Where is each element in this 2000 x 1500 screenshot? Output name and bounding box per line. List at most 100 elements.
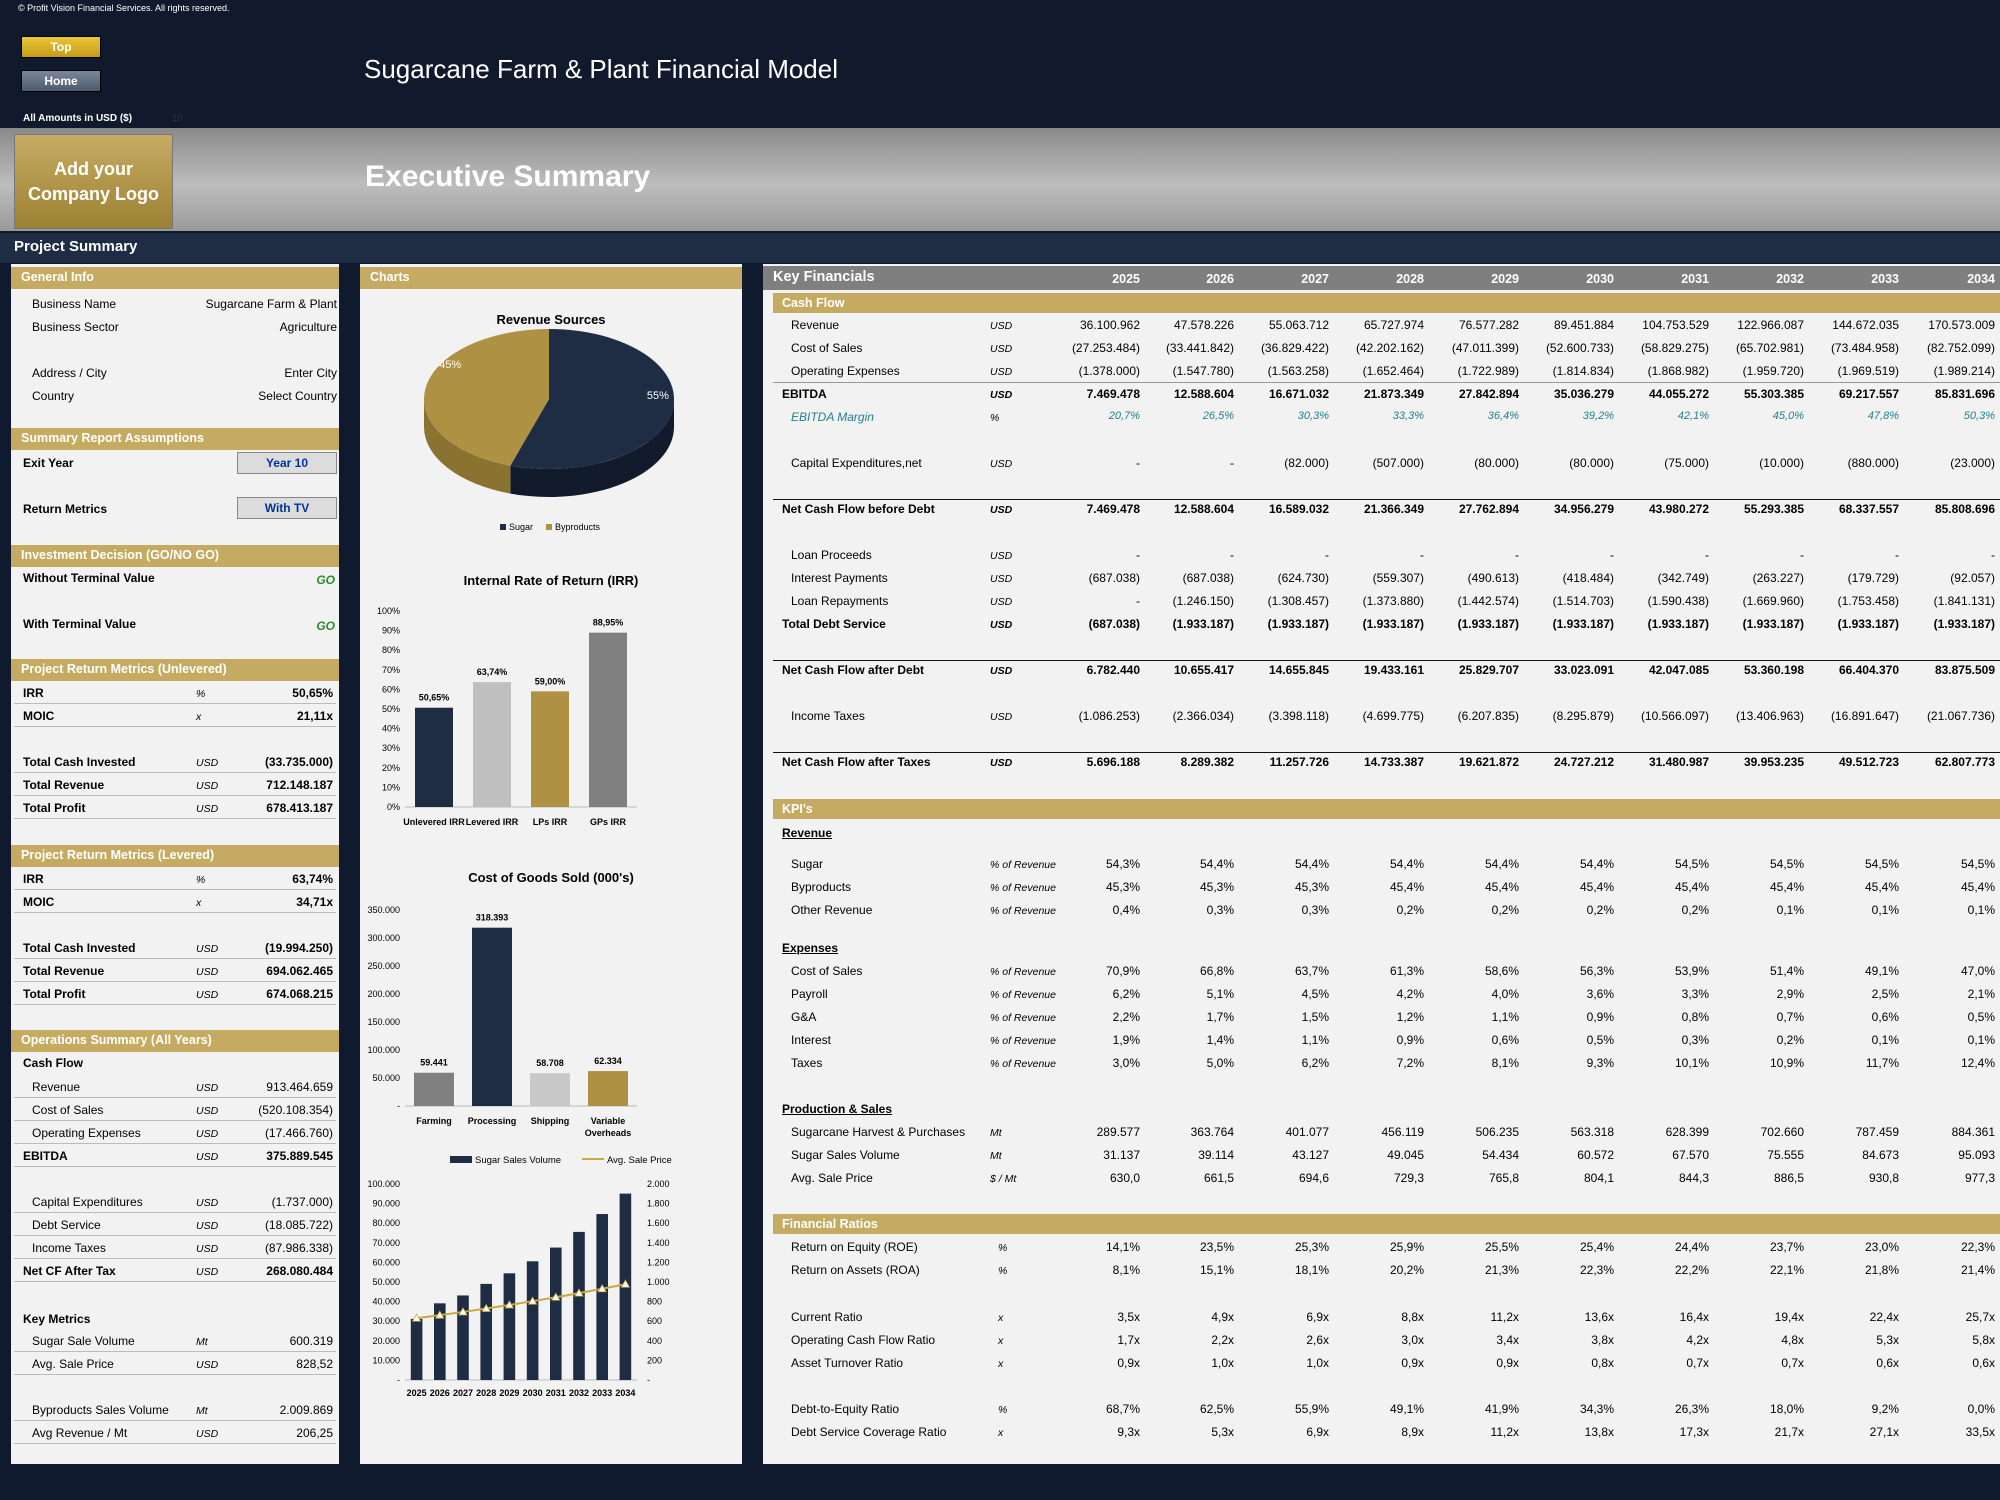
- operations-row-value: 375.889.545: [266, 1149, 333, 1163]
- year-header: 2033: [1871, 272, 1899, 286]
- volume-bar-2027: [457, 1295, 469, 1380]
- kf-cell: 0,7%: [1776, 1010, 1804, 1024]
- kf-cell: 0,7x: [1686, 1356, 1709, 1370]
- unlevered-row-unit: x: [196, 711, 202, 723]
- kf-cell: 25,5%: [1484, 1240, 1519, 1254]
- kf-cell: 56,3%: [1579, 964, 1614, 978]
- kf-cell: 4,5%: [1301, 987, 1329, 1001]
- kf-cell: (80.000): [1569, 456, 1614, 470]
- kf-cell: 6.782.440: [1086, 663, 1140, 677]
- cash-flow-band: Cash Flow: [773, 293, 2000, 313]
- kf-row-label: Net Cash Flow before Debt: [782, 502, 935, 516]
- y-tick-label: 40.000: [372, 1297, 400, 1307]
- kf-row-label: Return on Equity (ROE): [791, 1240, 918, 1254]
- top-button[interactable]: Top: [21, 36, 101, 58]
- operations-row-unit: USD: [196, 1197, 219, 1209]
- address-value[interactable]: Enter City: [284, 366, 337, 380]
- country-value[interactable]: Select Country: [258, 389, 337, 403]
- kf-total-line: [773, 752, 2000, 753]
- kf-row-unit: % of Revenue: [990, 1058, 1056, 1070]
- kf-cell: (1.373.880): [1362, 594, 1424, 608]
- exit-year-label: Exit Year: [23, 456, 74, 470]
- operations-row-label: Revenue: [32, 1080, 81, 1094]
- y2-tick-label: 2.000: [647, 1179, 670, 1189]
- key-metric-row-divider: [14, 1443, 336, 1444]
- kf-cell: 5,0%: [1206, 1056, 1234, 1070]
- charts-svg: 55% 45% Sugar Byproducts 0% 10% 20% 30% 40% 50% 60…: [367, 329, 674, 1398]
- kf-cell: (342.749): [1657, 571, 1709, 585]
- kf-cell: 62,5%: [1199, 1402, 1234, 1416]
- kf-cell: 39,2%: [1582, 410, 1614, 422]
- return-metrics-select[interactable]: With TV: [237, 497, 337, 519]
- y-tick-label: 60.000: [372, 1257, 400, 1267]
- project-summary-bar: Project Summary: [0, 233, 2000, 263]
- business-sector-value[interactable]: Agriculture: [279, 320, 337, 334]
- kf-cell: 68.337.557: [1838, 502, 1899, 516]
- kf-row-unit: USD: [990, 389, 1013, 401]
- operations-row-divider: [14, 1097, 336, 1098]
- financials-panel: [763, 264, 2000, 1464]
- pie-legend-label: Byproducts: [555, 522, 601, 532]
- kf-cell: 54,5%: [1769, 857, 1804, 871]
- avg-price-marker: [481, 1303, 491, 1312]
- kf-row-label: Loan Proceeds: [791, 548, 872, 562]
- kf-cell: (1.959.720): [1742, 364, 1804, 378]
- key-metric-row-label: Sugar Sale Volume: [32, 1334, 135, 1348]
- kf-cell: 47,8%: [1867, 410, 1899, 422]
- kf-cell: 0,1%: [1967, 1033, 1995, 1047]
- kf-cell: 12.588.604: [1173, 387, 1234, 401]
- kf-cell: (1.590.438): [1647, 594, 1709, 608]
- key-metric-row-label: Byproducts Sales Volume: [32, 1403, 169, 1417]
- levered-row-value: 34,71x: [296, 895, 333, 909]
- kf-cell: 54,4%: [1294, 857, 1329, 871]
- kf-cell: 51,4%: [1769, 964, 1804, 978]
- kf-row-unit: USD: [990, 665, 1013, 677]
- pie-slice-byproducts: [424, 329, 549, 466]
- kf-cell: 54,5%: [1864, 857, 1899, 871]
- kf-cell: 363.764: [1190, 1125, 1234, 1139]
- exit-year-select[interactable]: Year 10: [237, 452, 337, 474]
- kf-cell: 2,5%: [1871, 987, 1899, 1001]
- charts-header: Charts: [360, 267, 742, 289]
- kf-cell: 3,0x: [1401, 1333, 1424, 1347]
- operations-summary-header: Operations Summary (All Years): [11, 1030, 339, 1052]
- levered-row-divider: [14, 889, 336, 890]
- kf-row-label: Cost of Sales: [791, 341, 863, 355]
- operations-row-unit: USD: [196, 1082, 219, 1094]
- kf-cell: 0,0%: [1967, 1402, 1995, 1416]
- operations-row-value: (1.737.000): [271, 1195, 333, 1209]
- kf-row-label: Net Cash Flow after Debt: [782, 663, 925, 677]
- kf-cell: 8,1%: [1491, 1056, 1519, 1070]
- kf-cell: 49.512.723: [1838, 755, 1899, 769]
- unlevered-row-value: 712.148.187: [266, 778, 333, 792]
- kf-row-unit: USD: [990, 343, 1013, 355]
- kf-cell: 9,3x: [1117, 1425, 1140, 1439]
- kf-cell: 4,8x: [1781, 1333, 1804, 1347]
- kf-cell: 18,1%: [1294, 1263, 1329, 1277]
- kf-cell: (1.442.574): [1457, 594, 1519, 608]
- kf-cell: (418.484): [1562, 571, 1614, 585]
- kf-cell: 13,6x: [1584, 1310, 1614, 1324]
- kf-cell: 54,4%: [1389, 857, 1424, 871]
- year-header: 2030: [1586, 272, 1614, 286]
- without-tv-decision: GO: [316, 573, 335, 587]
- kf-cell: 45,4%: [1389, 880, 1424, 894]
- year-header: 2028: [1396, 272, 1424, 286]
- kf-cell: 55,9%: [1294, 1402, 1329, 1416]
- kf-cell: 5.696.188: [1086, 755, 1140, 769]
- kf-cell: (1.308.457): [1267, 594, 1329, 608]
- kf-row-unit: % of Revenue: [990, 989, 1056, 1001]
- company-logo-placeholder[interactable]: Add your Company Logo: [14, 134, 173, 229]
- home-button[interactable]: Home: [21, 70, 101, 92]
- business-name-value[interactable]: Sugarcane Farm & Plant: [205, 297, 337, 311]
- kf-cell: (47.011.399): [1451, 341, 1519, 355]
- kf-cell: 54,4%: [1199, 857, 1234, 871]
- kf-row-unit: USD: [990, 619, 1013, 631]
- bar-data-label: 59,00%: [535, 676, 566, 686]
- avg-price-marker: [620, 1279, 631, 1288]
- kf-cell: 25,3%: [1294, 1240, 1329, 1254]
- volume-bar-2031: [550, 1247, 562, 1380]
- kf-cell: 0,2%: [1396, 903, 1424, 917]
- kf-cell: (1.933.187): [1552, 617, 1614, 631]
- kf-cell: 23,0%: [1864, 1240, 1899, 1254]
